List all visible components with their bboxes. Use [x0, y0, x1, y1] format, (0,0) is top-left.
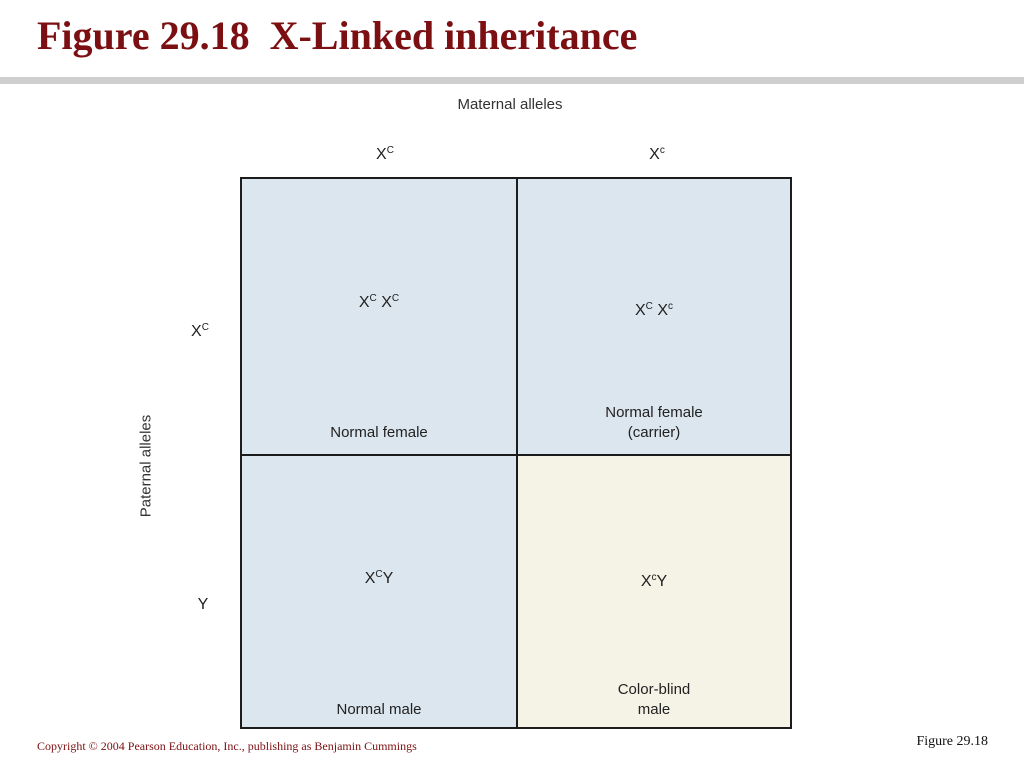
genotype-superscript: C: [375, 569, 383, 580]
cell-genotype: XC XC: [242, 294, 516, 312]
genotype-base: X: [358, 294, 370, 311]
punnett-cell-normal-female: XC XC Normal female: [242, 179, 516, 454]
genotype-superscript: c: [668, 301, 674, 312]
allele-superscript: C: [201, 322, 209, 333]
phenotype-line: Normal male: [336, 701, 422, 718]
genotype-base: X: [640, 573, 652, 590]
genotype-base: Y: [382, 570, 394, 587]
cell-phenotype: Normal male: [242, 700, 516, 720]
allele-base: X: [191, 323, 202, 340]
cell-phenotype: Color-blind male: [518, 680, 790, 720]
grid-vertical-divider: [516, 179, 518, 727]
cell-phenotype: Normal female (carrier): [518, 403, 790, 443]
title-divider: [0, 77, 1024, 84]
genotype-base: X: [652, 302, 669, 319]
allele-base: X: [649, 146, 660, 163]
genotype-base: Y: [656, 573, 668, 590]
figure-number: Figure 29.18: [916, 734, 988, 749]
phenotype-line: male: [637, 701, 671, 718]
phenotype-line: (carrier): [627, 424, 681, 441]
maternal-alleles-label: Maternal alleles: [457, 96, 563, 113]
genotype-superscript: C: [645, 301, 653, 312]
punnett-cell-carrier-female: XC Xc Normal female (carrier): [518, 179, 790, 454]
phenotype-line: Normal female: [330, 424, 428, 441]
slide-title: Figure 29.18 X-Linked inheritance: [37, 13, 638, 58]
allele-superscript: C: [386, 145, 394, 156]
genotype-superscript: C: [369, 293, 377, 304]
genotype-base: X: [376, 294, 392, 311]
paternal-alleles-label: Paternal alleles: [137, 414, 155, 518]
copyright-notice: Copyright © 2004 Pearson Education, Inc.…: [37, 739, 417, 753]
allele-base: Y: [197, 596, 209, 613]
cell-genotype: XcY: [518, 573, 790, 591]
phenotype-line: Color-blind: [617, 681, 691, 698]
paternal-allele-2: Y: [183, 596, 223, 614]
genotype-superscript: C: [391, 293, 400, 304]
genotype-superscript: c: [651, 572, 657, 583]
cell-phenotype: Normal female: [242, 423, 516, 443]
punnett-cell-normal-male: XCY Normal male: [242, 456, 516, 727]
genotype-base: X: [364, 570, 376, 587]
punnett-cell-colorblind-male: XcY Color-blind male: [518, 456, 790, 727]
cell-genotype: XCY: [242, 570, 516, 588]
maternal-allele-1: XC: [355, 146, 415, 164]
genotype-base: X: [634, 302, 646, 319]
paternal-allele-1: XC: [180, 323, 220, 341]
phenotype-line: Normal female: [605, 404, 703, 421]
maternal-allele-2: Xc: [627, 146, 687, 164]
punnett-square: XC XC Normal female XC Xc Normal female …: [240, 177, 792, 729]
allele-base: X: [376, 146, 387, 163]
allele-superscript: c: [659, 145, 665, 156]
grid-horizontal-divider: [242, 454, 790, 456]
cell-genotype: XC Xc: [518, 302, 790, 320]
